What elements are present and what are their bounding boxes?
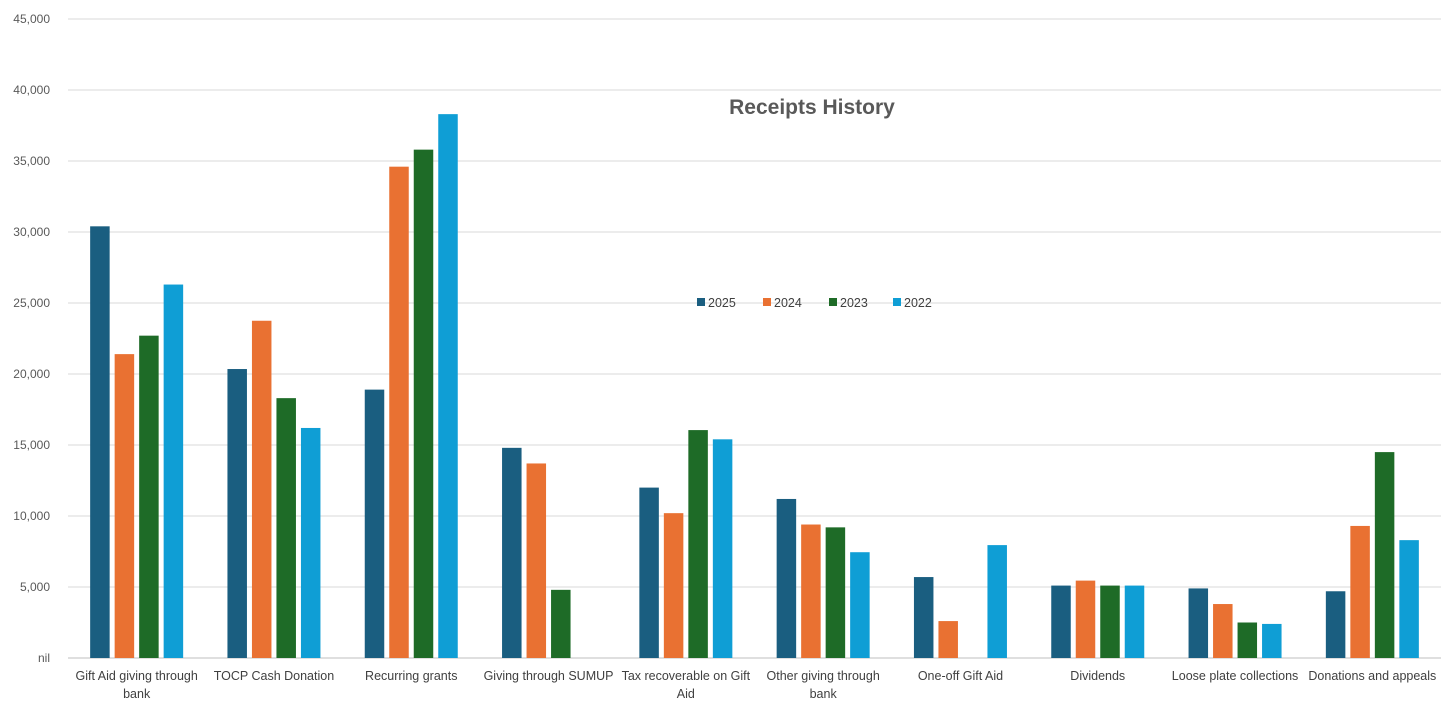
x-tick-label: Giving through SUMUP xyxy=(484,669,614,683)
x-tick-label: Tax recoverable on Gift Aid xyxy=(622,669,751,701)
x-axis: Gift Aid giving through bank TOCP Cash Don… xyxy=(76,669,1437,701)
bar-2022 xyxy=(1262,624,1282,658)
bar-2025 xyxy=(227,369,247,658)
y-tick-label: 45,000 xyxy=(13,12,50,26)
legend-swatch xyxy=(829,298,837,306)
bar-2023 xyxy=(826,527,846,658)
bar-2025 xyxy=(365,390,385,658)
bar-2024 xyxy=(801,525,821,658)
bar-2023 xyxy=(1100,586,1120,658)
chart-title: Receipts History xyxy=(729,96,895,119)
legend-label: 2025 xyxy=(708,296,736,310)
y-tick-label: 30,000 xyxy=(13,225,50,239)
bar-2025 xyxy=(1326,591,1346,658)
x-tick-label: Loose plate collections xyxy=(1172,669,1298,683)
legend-swatch xyxy=(697,298,705,306)
bar-2024 xyxy=(938,621,958,658)
bar-2025 xyxy=(639,488,659,658)
bar-2022 xyxy=(301,428,321,658)
x-tick-label: TOCP Cash Donation xyxy=(214,669,334,683)
x-tick-label: Other giving through bank xyxy=(767,669,880,701)
bar-2024 xyxy=(252,321,272,658)
legend-swatch xyxy=(763,298,771,306)
x-tick-label: Donations and appeals xyxy=(1308,669,1436,683)
bar-2025 xyxy=(502,448,522,658)
bar-2022 xyxy=(1125,586,1145,658)
y-tick-label: 5,000 xyxy=(20,580,50,594)
x-tick-label: Gift Aid giving through bank xyxy=(76,669,198,701)
legend-label: 2022 xyxy=(904,296,932,310)
bar-2024 xyxy=(1350,526,1370,658)
bar-2025 xyxy=(90,226,110,658)
y-tick-label: 35,000 xyxy=(13,154,50,168)
bar-2023 xyxy=(688,430,708,658)
bar-2023 xyxy=(139,336,159,658)
bar-2024 xyxy=(1076,581,1096,658)
bar-2025 xyxy=(914,577,934,658)
bar-2022 xyxy=(164,285,184,658)
bar-2022 xyxy=(987,545,1007,658)
y-tick-label: 20,000 xyxy=(13,367,50,381)
bar-2025 xyxy=(1051,586,1071,658)
bar-2023 xyxy=(1375,452,1395,658)
x-tick-label: Recurring grants xyxy=(365,669,457,683)
bar-2024 xyxy=(389,167,409,658)
bar-2023 xyxy=(414,150,434,658)
bar-2023 xyxy=(1238,623,1258,659)
bars xyxy=(90,114,1419,658)
bar-2025 xyxy=(777,499,797,658)
y-axis: nil 5,000 10,000 15,000 20,000 25,000 30,000 35… xyxy=(13,12,50,665)
y-tick-label: 15,000 xyxy=(13,438,50,452)
x-tick-label: Dividends xyxy=(1070,669,1125,683)
y-tick-label: 10,000 xyxy=(13,509,50,523)
bar-2025 xyxy=(1189,588,1209,658)
bar-2023 xyxy=(276,398,296,658)
bar-2023 xyxy=(551,590,571,658)
legend-label: 2024 xyxy=(774,296,802,310)
legend-label: 2023 xyxy=(840,296,868,310)
bar-2022 xyxy=(438,114,458,658)
bar-2022 xyxy=(713,439,733,658)
y-tick-label: nil xyxy=(38,651,50,665)
bar-2022 xyxy=(1399,540,1419,658)
bar-2024 xyxy=(1213,604,1233,658)
bar-2024 xyxy=(527,463,547,658)
legend-swatch xyxy=(893,298,901,306)
bar-2024 xyxy=(115,354,134,658)
y-tick-label: 40,000 xyxy=(13,83,50,97)
bar-2024 xyxy=(664,513,684,658)
y-tick-label: 25,000 xyxy=(13,296,50,310)
bar-2022 xyxy=(850,552,870,658)
x-tick-label: One-off Gift Aid xyxy=(918,669,1003,683)
